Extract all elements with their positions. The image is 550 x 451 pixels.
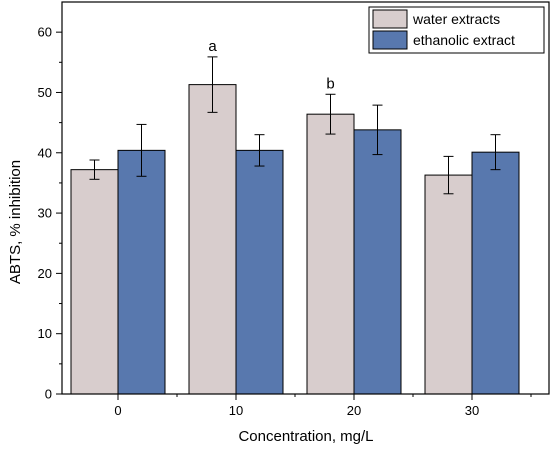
error-bar-ethanolic-20 — [372, 104, 383, 156]
annotation-b: b — [326, 75, 334, 92]
error-bar-water-20 — [325, 93, 336, 135]
x-tick-label-30: 30 — [465, 403, 479, 418]
bar-water-0 — [70, 169, 119, 395]
bar-ethanolic-10 — [235, 149, 284, 395]
y-tick-label-0: 0 — [45, 387, 52, 402]
axes-layer: 0 10 20 30 40 50 60 0 10 20 30 — [38, 1, 550, 418]
error-bars-layer — [89, 56, 501, 195]
y-tick-label-60: 60 — [38, 25, 52, 40]
error-bar-ethanolic-10 — [254, 134, 265, 167]
error-bar-water-10 — [207, 56, 218, 113]
annotation-a: a — [208, 38, 217, 55]
bars-layer — [70, 84, 520, 395]
error-bar-water-30 — [443, 155, 454, 195]
bar-ethanolic-0 — [117, 149, 166, 395]
legend-label-1: ethanolic extract — [413, 32, 515, 48]
y-tick-label-30: 30 — [38, 206, 52, 221]
annotations-layer: ab — [208, 38, 334, 92]
legend-label-0: water extracts — [412, 11, 500, 27]
x-tick-label-0: 0 — [114, 403, 121, 418]
error-bar-water-0 — [89, 159, 100, 180]
x-axis-title: Concentration, mg/L — [238, 428, 373, 445]
legend: water extracts ethanolic extract — [368, 6, 545, 54]
y-tick-label-40: 40 — [38, 145, 52, 160]
error-bar-ethanolic-0 — [136, 123, 147, 177]
bar-ethanolic-20 — [353, 129, 402, 395]
y-tick-label-20: 20 — [38, 266, 52, 281]
error-bar-ethanolic-30 — [490, 134, 501, 171]
bar-water-10 — [188, 84, 237, 395]
x-tick-label-10: 10 — [229, 403, 243, 418]
legend-swatch-1 — [372, 30, 408, 50]
y-tick-label-10: 10 — [38, 326, 52, 341]
y-tick-label-50: 50 — [38, 85, 52, 100]
plot-frame — [61, 1, 550, 395]
x-tick-label-20: 20 — [347, 403, 361, 418]
legend-swatch-0 — [372, 9, 408, 29]
bar-water-20 — [306, 113, 355, 395]
bar-ethanolic-30 — [471, 151, 520, 395]
bar-water-30 — [424, 174, 473, 395]
y-axis-title: ABTS, % inhibition — [7, 160, 24, 284]
